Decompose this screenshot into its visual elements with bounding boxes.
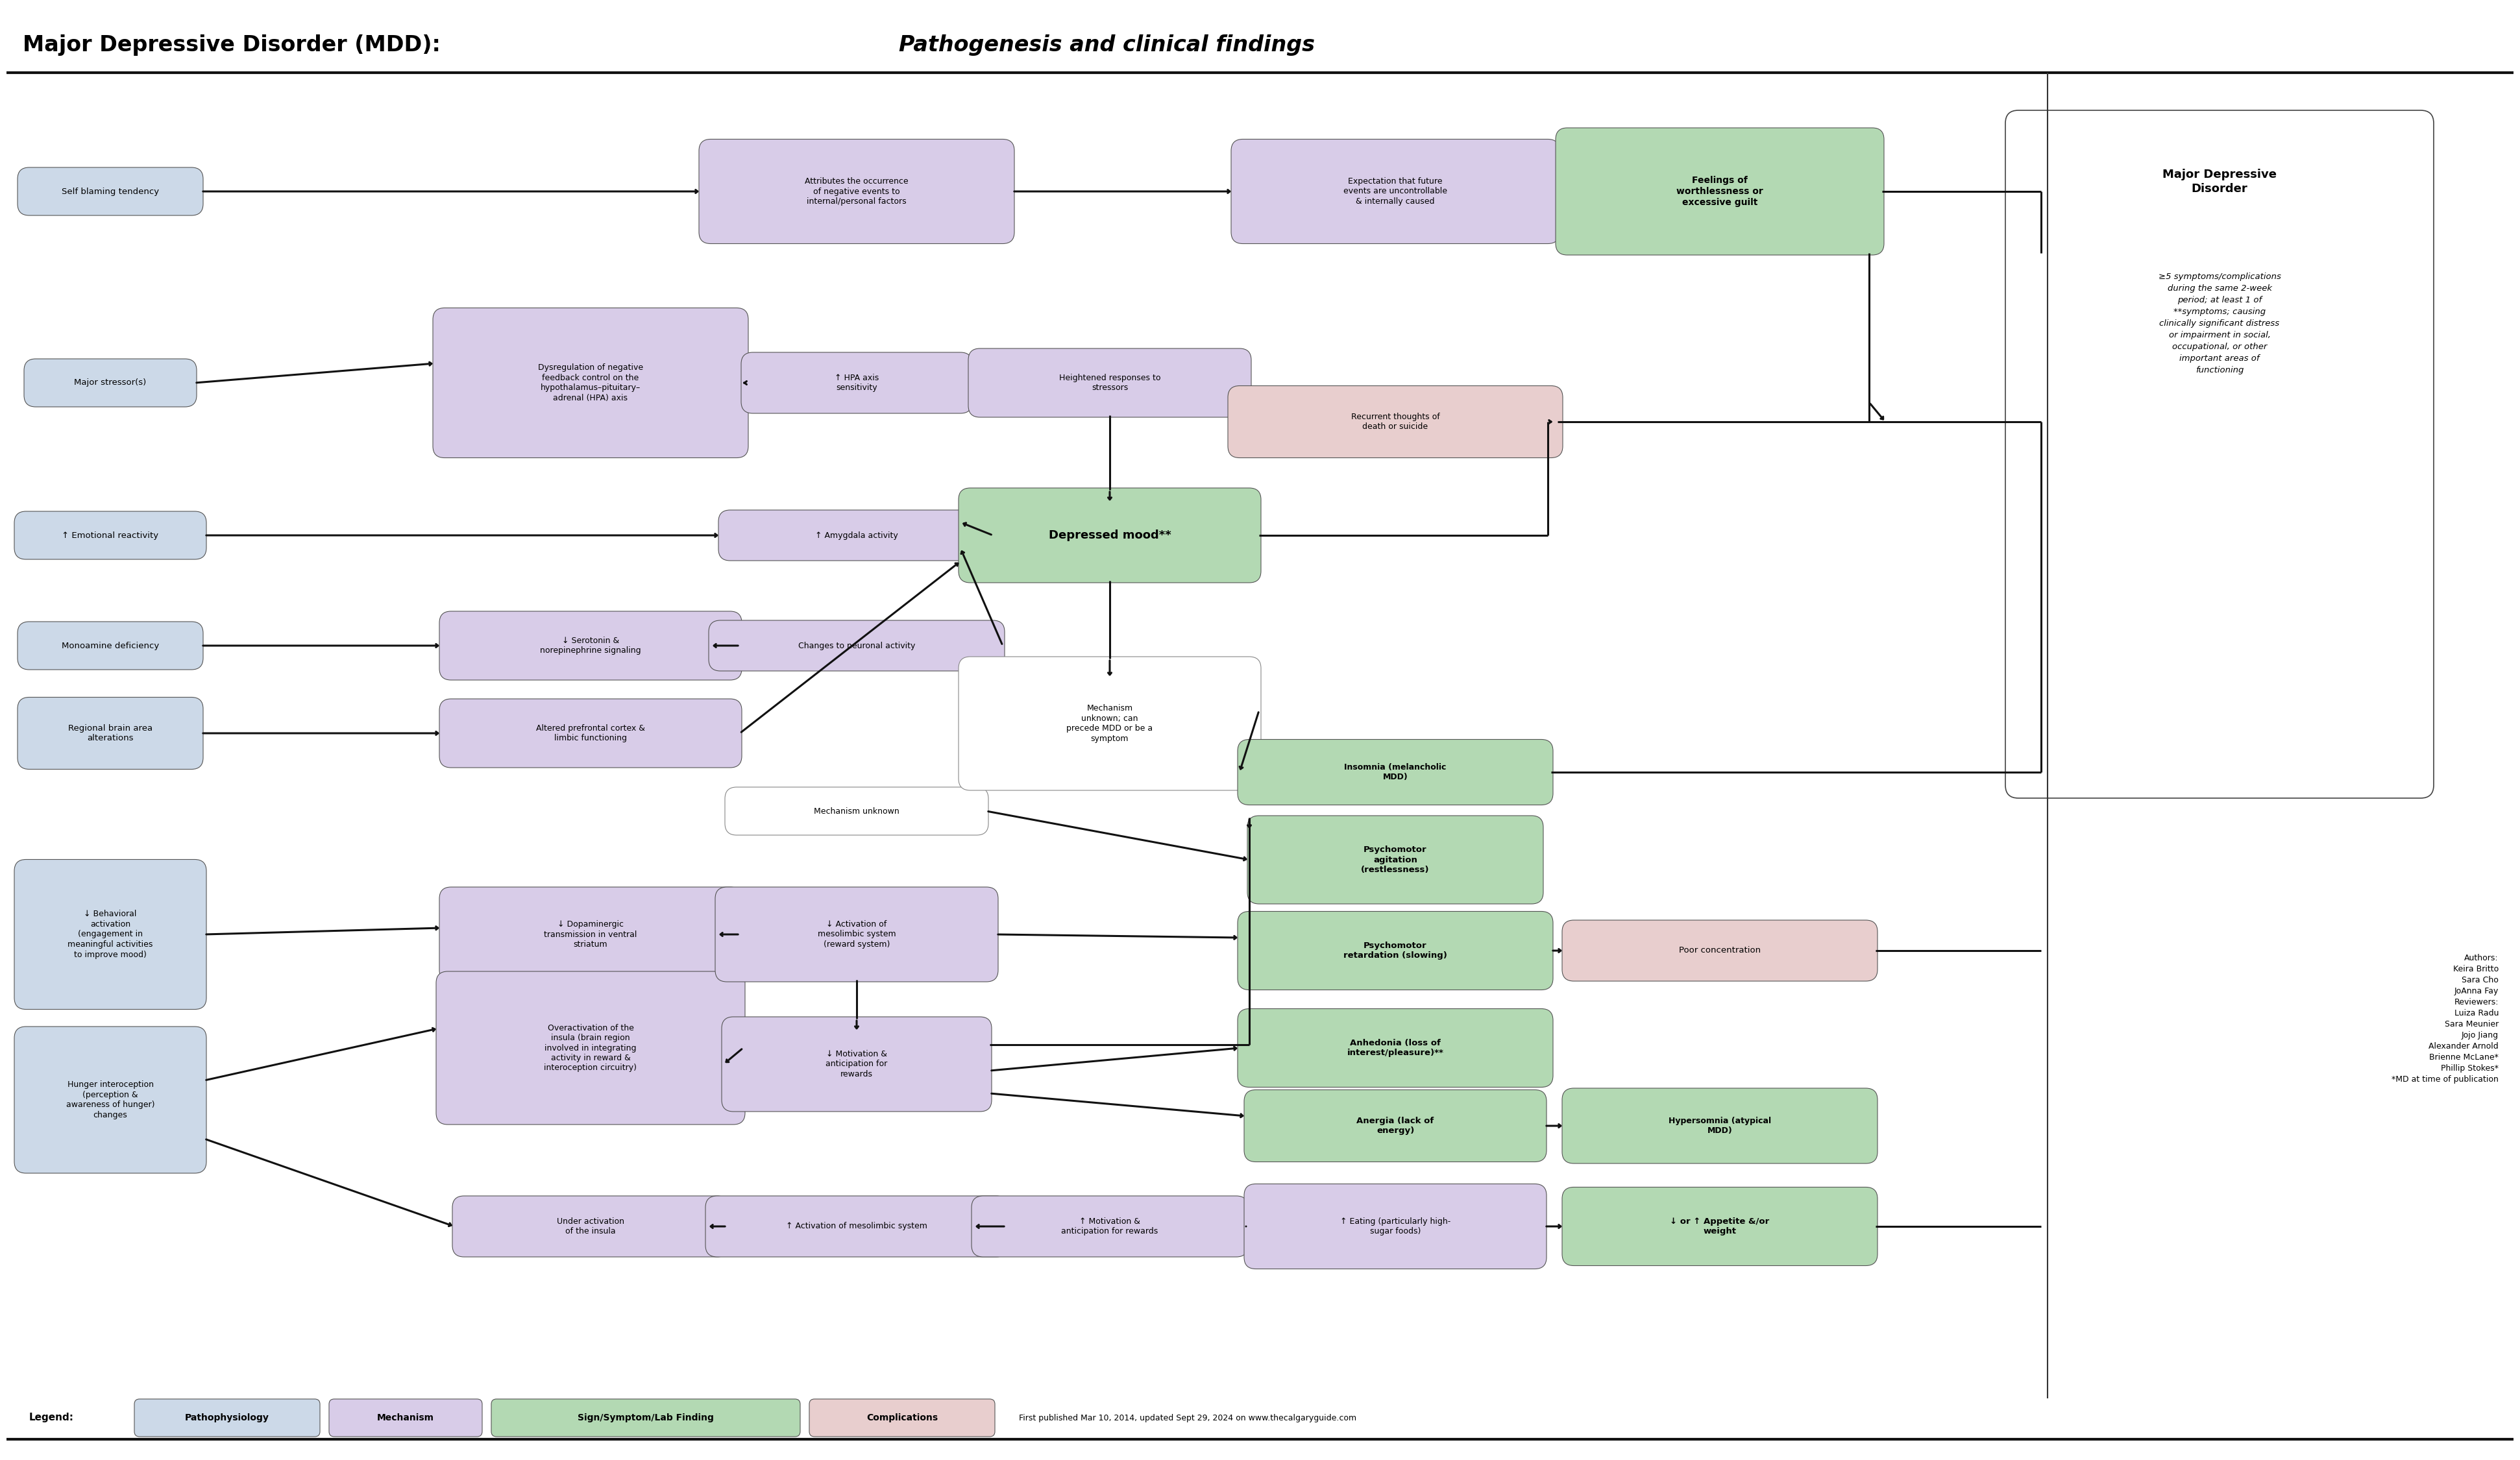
FancyBboxPatch shape	[1237, 1009, 1552, 1088]
Text: Insomnia (melancholic
MDD): Insomnia (melancholic MDD)	[1343, 764, 1446, 781]
Text: Anergia (lack of
energy): Anergia (lack of energy)	[1356, 1117, 1434, 1134]
Text: Expectation that future
events are uncontrollable
& internally caused: Expectation that future events are uncon…	[1343, 177, 1446, 206]
Text: Regional brain area
alterations: Regional brain area alterations	[68, 724, 154, 743]
FancyBboxPatch shape	[438, 612, 741, 680]
FancyBboxPatch shape	[1237, 739, 1552, 804]
FancyBboxPatch shape	[721, 1016, 993, 1111]
Text: Dysregulation of negative
feedback control on the
hypothalamus–pituitary–
adrena: Dysregulation of negative feedback contr…	[537, 364, 643, 402]
Text: Mechanism unknown: Mechanism unknown	[814, 807, 900, 815]
FancyBboxPatch shape	[15, 860, 207, 1009]
FancyBboxPatch shape	[1237, 911, 1552, 990]
Text: ↑ Motivation &
anticipation for rewards: ↑ Motivation & anticipation for rewards	[1061, 1218, 1159, 1235]
FancyBboxPatch shape	[1227, 385, 1562, 458]
FancyBboxPatch shape	[330, 1399, 481, 1437]
FancyBboxPatch shape	[134, 1399, 320, 1437]
FancyBboxPatch shape	[438, 699, 741, 768]
FancyBboxPatch shape	[706, 1196, 1008, 1257]
Text: Anhedonia (loss of
interest/pleasure)**: Anhedonia (loss of interest/pleasure)**	[1348, 1038, 1444, 1057]
Text: Hunger interoception
(perception &
awareness of hunger)
changes: Hunger interoception (perception & aware…	[66, 1080, 154, 1120]
FancyBboxPatch shape	[15, 1026, 207, 1174]
FancyBboxPatch shape	[1562, 1187, 1877, 1266]
Text: Psychomotor
agitation
(restlessness): Psychomotor agitation (restlessness)	[1361, 845, 1429, 875]
FancyBboxPatch shape	[1562, 1088, 1877, 1164]
FancyBboxPatch shape	[18, 698, 204, 769]
Text: Pathogenesis and clinical findings: Pathogenesis and clinical findings	[900, 35, 1315, 55]
FancyBboxPatch shape	[433, 308, 748, 458]
FancyBboxPatch shape	[2006, 111, 2434, 799]
Text: Self blaming tendency: Self blaming tendency	[60, 187, 159, 196]
FancyBboxPatch shape	[973, 1196, 1247, 1257]
FancyBboxPatch shape	[726, 787, 988, 835]
Text: Hypersomnia (atypical
MDD): Hypersomnia (atypical MDD)	[1668, 1117, 1772, 1134]
FancyBboxPatch shape	[968, 349, 1252, 418]
Text: Complications: Complications	[867, 1413, 937, 1422]
FancyBboxPatch shape	[1245, 1089, 1547, 1162]
Text: First published Mar 10, 2014, updated Sept 29, 2024 on www.thecalgaryguide.com: First published Mar 10, 2014, updated Se…	[1018, 1413, 1356, 1422]
Text: Pathophysiology: Pathophysiology	[184, 1413, 270, 1422]
Text: Overactivation of the
insula (brain region
involved in integrating
activity in r: Overactivation of the insula (brain regi…	[544, 1023, 638, 1072]
Text: Depressed mood**: Depressed mood**	[1048, 530, 1172, 542]
FancyBboxPatch shape	[438, 888, 741, 981]
FancyBboxPatch shape	[1555, 128, 1885, 255]
FancyBboxPatch shape	[491, 1399, 801, 1437]
Text: Major Depressive
Disorder: Major Depressive Disorder	[2162, 169, 2276, 194]
Text: Major stressor(s): Major stressor(s)	[73, 378, 146, 387]
Text: ↓ Dopaminergic
transmission in ventral
striatum: ↓ Dopaminergic transmission in ventral s…	[544, 920, 638, 949]
Text: ↑ Eating (particularly high-
sugar foods): ↑ Eating (particularly high- sugar foods…	[1341, 1218, 1452, 1235]
FancyBboxPatch shape	[809, 1399, 995, 1437]
Text: Sign/Symptom/Lab Finding: Sign/Symptom/Lab Finding	[577, 1413, 713, 1422]
FancyBboxPatch shape	[958, 488, 1260, 583]
FancyBboxPatch shape	[436, 971, 746, 1124]
FancyBboxPatch shape	[708, 620, 1005, 672]
Text: Poor concentration: Poor concentration	[1678, 946, 1761, 955]
Text: Monoamine deficiency: Monoamine deficiency	[60, 641, 159, 650]
Text: Heightened responses to
stressors: Heightened responses to stressors	[1058, 374, 1162, 393]
Text: Feelings of
worthlessness or
excessive guilt: Feelings of worthlessness or excessive g…	[1676, 177, 1764, 207]
Text: Recurrent thoughts of
death or suicide: Recurrent thoughts of death or suicide	[1351, 413, 1439, 431]
Text: ↑ Activation of mesolimbic system: ↑ Activation of mesolimbic system	[786, 1222, 927, 1231]
FancyBboxPatch shape	[958, 657, 1260, 790]
FancyBboxPatch shape	[25, 359, 197, 407]
FancyBboxPatch shape	[1232, 139, 1560, 244]
Text: ↑ Emotional reactivity: ↑ Emotional reactivity	[63, 531, 159, 540]
Text: Major Depressive Disorder (MDD):: Major Depressive Disorder (MDD):	[23, 35, 449, 55]
Text: Authors:
Keira Britto
Sara Cho
JoAnna Fay
Reviewers:
Luiza Radu
Sara Meunier
Joj: Authors: Keira Britto Sara Cho JoAnna Fa…	[2391, 953, 2500, 1083]
Text: ↑ Amygdala activity: ↑ Amygdala activity	[814, 531, 897, 540]
Text: ↑ HPA axis
sensitivity: ↑ HPA axis sensitivity	[834, 374, 879, 393]
FancyBboxPatch shape	[15, 511, 207, 559]
Text: ↓ Activation of
mesolimbic system
(reward system): ↓ Activation of mesolimbic system (rewar…	[816, 920, 895, 949]
FancyBboxPatch shape	[716, 888, 998, 981]
Text: Under activation
of the insula: Under activation of the insula	[557, 1218, 625, 1235]
FancyBboxPatch shape	[741, 352, 973, 413]
FancyBboxPatch shape	[1247, 816, 1542, 904]
Text: Psychomotor
retardation (slowing): Psychomotor retardation (slowing)	[1343, 942, 1446, 959]
FancyBboxPatch shape	[18, 622, 204, 670]
Text: Changes to neuronal activity: Changes to neuronal activity	[799, 641, 915, 650]
FancyBboxPatch shape	[454, 1196, 728, 1257]
Text: Attributes the occurrence
of negative events to
internal/personal factors: Attributes the occurrence of negative ev…	[804, 177, 907, 206]
Text: ↓ Motivation &
anticipation for
rewards: ↓ Motivation & anticipation for rewards	[827, 1050, 887, 1079]
FancyBboxPatch shape	[18, 168, 204, 216]
Text: ≥5 symptoms/complications
during the same 2-week
period; at least 1 of
**symptom: ≥5 symptoms/complications during the sam…	[2157, 273, 2281, 374]
FancyBboxPatch shape	[698, 139, 1016, 244]
Text: ↓ Serotonin &
norepinephrine signaling: ↓ Serotonin & norepinephrine signaling	[539, 637, 640, 656]
Text: Mechanism
unknown; can
precede MDD or be a
symptom: Mechanism unknown; can precede MDD or be…	[1066, 704, 1154, 743]
Text: Altered prefrontal cortex &
limbic functioning: Altered prefrontal cortex & limbic funct…	[537, 724, 645, 743]
Text: Mechanism: Mechanism	[378, 1413, 433, 1422]
FancyBboxPatch shape	[718, 510, 995, 561]
FancyBboxPatch shape	[1245, 1184, 1547, 1269]
Text: Legend:: Legend:	[30, 1413, 73, 1422]
Text: ↓ or ↑ Appetite &/or
weight: ↓ or ↑ Appetite &/or weight	[1671, 1218, 1769, 1235]
Text: ↓ Behavioral
activation
(engagement in
meaningful activities
to improve mood): ↓ Behavioral activation (engagement in m…	[68, 910, 154, 959]
FancyBboxPatch shape	[1562, 920, 1877, 981]
